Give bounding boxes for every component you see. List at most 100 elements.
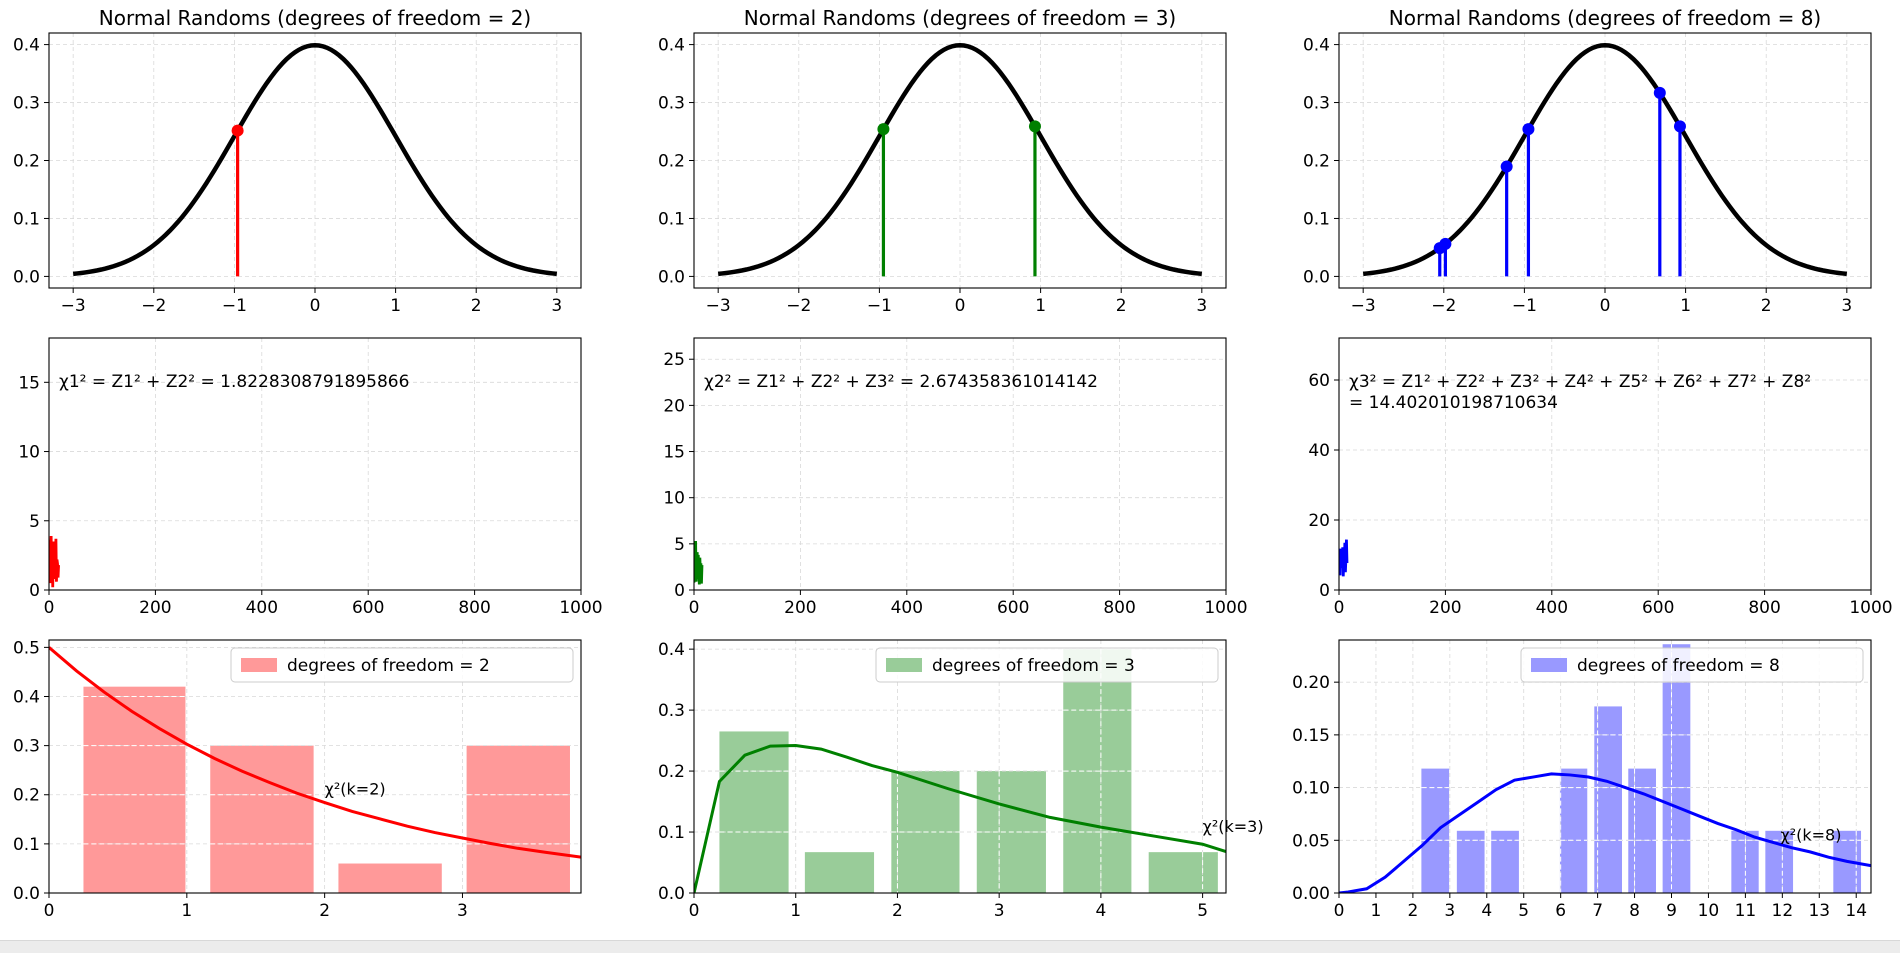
y-tick-label: 0 bbox=[29, 581, 40, 601]
x-tick-label: 3 bbox=[1841, 296, 1852, 316]
y-tick-label: 25 bbox=[663, 350, 685, 370]
x-tick-label: 600 bbox=[1642, 598, 1674, 618]
histogram-bar bbox=[210, 745, 314, 893]
x-tick-label: 3 bbox=[1196, 296, 1207, 316]
panel-chisq-3: 0 200 400 600 800 1000 0 5 10 15 20 25 χ2² = Z1² + Z… bbox=[663, 337, 1248, 618]
grid-overlay bbox=[83, 695, 570, 845]
x-tick-label: −1 bbox=[222, 296, 247, 316]
x-tick-label: 200 bbox=[139, 598, 171, 618]
y-tick-label: 0.3 bbox=[13, 94, 40, 114]
x-tick-label: 2 bbox=[471, 296, 482, 316]
stem-marker bbox=[1028, 120, 1041, 133]
histogram-bar bbox=[1594, 706, 1622, 893]
x-tick-label: 10 bbox=[1698, 901, 1720, 921]
x-tick-label: 2 bbox=[892, 901, 903, 921]
normal-pdf-curve bbox=[72, 42, 558, 277]
chisq-annotation: = 14.402010198710634 bbox=[1349, 393, 1558, 413]
x-tick-label: −3 bbox=[61, 296, 86, 316]
y-tick-label: 0 bbox=[1319, 581, 1330, 601]
stem-marker bbox=[1673, 120, 1686, 133]
x-tick-label: 1 bbox=[790, 901, 801, 921]
y-tick-label: 0.05 bbox=[1292, 831, 1330, 851]
x-tick-label: 11 bbox=[1735, 901, 1757, 921]
x-tick-label: −1 bbox=[867, 296, 892, 316]
panel-chisq-2: 0 200 400 600 800 1000 0 5 10 15 χ1² = Z1² + Z2² =… bbox=[18, 337, 603, 618]
x-tick-label: −1 bbox=[1512, 296, 1537, 316]
x-tick-label: 4 bbox=[1095, 901, 1106, 921]
x-tick-label: 1 bbox=[390, 296, 401, 316]
curve-label: χ²(k=2) bbox=[325, 780, 386, 799]
x-tick-label: 4 bbox=[1481, 901, 1492, 921]
curve-label: χ²(k=3) bbox=[1203, 817, 1264, 836]
y-tick-label: 0.4 bbox=[13, 36, 40, 56]
legend-box bbox=[875, 647, 1219, 683]
histogram-bar bbox=[83, 686, 186, 893]
pdf-curve bbox=[1339, 772, 1871, 893]
x-tick-label: −2 bbox=[141, 296, 166, 316]
y-tick-label: 0.2 bbox=[13, 152, 40, 172]
chisq-annotation: χ2² = Z1² + Z2² + Z3² = 2.67435836101414… bbox=[704, 372, 1098, 392]
y-tick-label: 0.5 bbox=[13, 638, 40, 658]
axes-frame bbox=[693, 32, 1227, 289]
legend-swatch bbox=[241, 658, 277, 672]
x-tick-label: 0 bbox=[689, 598, 700, 618]
x-tick-label: 200 bbox=[784, 598, 816, 618]
axes-frame bbox=[693, 639, 1227, 894]
panel-normal-3: −3 −2 −1 0 1 2 3 0.0 0.1 0.2 0.3 0.4 Normal Randoms … bbox=[658, 6, 1227, 316]
x-tick-label: 1000 bbox=[559, 598, 602, 618]
y-tick-label: 0.10 bbox=[1292, 779, 1330, 799]
stem-marker bbox=[1500, 160, 1513, 173]
y-tick-label: 0.15 bbox=[1292, 726, 1330, 746]
x-tick-label: 2 bbox=[1116, 296, 1127, 316]
x-tick-label: 400 bbox=[246, 598, 278, 618]
y-tick-label: 0.3 bbox=[13, 737, 40, 757]
y-tick-label: 0.1 bbox=[13, 209, 40, 229]
stem-marker bbox=[1653, 86, 1666, 99]
y-tick-label: 15 bbox=[663, 443, 685, 463]
histogram-bar bbox=[1456, 830, 1485, 893]
x-tick-label: 2 bbox=[1407, 901, 1418, 921]
y-tick-label: 0.3 bbox=[1303, 94, 1330, 114]
x-tick-label: 0 bbox=[955, 296, 966, 316]
y-tick-label: 0.0 bbox=[658, 267, 685, 287]
x-tick-label: 800 bbox=[458, 598, 490, 618]
x-tick-label: 800 bbox=[1103, 598, 1135, 618]
y-tick-label: 0.0 bbox=[1303, 267, 1330, 287]
x-tick-label: 400 bbox=[891, 598, 923, 618]
y-tick-label: 0.0 bbox=[13, 267, 40, 287]
y-tick-label: 0.1 bbox=[13, 835, 40, 855]
y-tick-label: 5 bbox=[674, 535, 685, 555]
axes-frame bbox=[1338, 639, 1872, 894]
bottom-toolbar-strip bbox=[0, 940, 1900, 953]
x-tick-label: 0 bbox=[310, 296, 321, 316]
histogram-bar bbox=[1148, 852, 1218, 893]
x-tick-label: 3 bbox=[994, 901, 1005, 921]
stem-marker bbox=[231, 124, 244, 137]
y-tick-label: 0.4 bbox=[13, 687, 40, 707]
y-tick-label: 20 bbox=[663, 396, 685, 416]
x-tick-label: 200 bbox=[1429, 598, 1461, 618]
x-tick-label: 2 bbox=[1761, 296, 1772, 316]
x-tick-label: 7 bbox=[1592, 901, 1603, 921]
x-tick-label: −3 bbox=[1351, 296, 1376, 316]
chisq-series-line bbox=[49, 535, 60, 588]
panel-normal-8: −3 −2 −1 0 1 2 3 0.0 0.1 0.2 0.3 0.4 Normal Randoms … bbox=[1303, 6, 1872, 316]
x-tick-label: 5 bbox=[1197, 901, 1208, 921]
chisq-annotation: χ1² = Z1² + Z2² = 1.8228308791895866 bbox=[59, 372, 409, 392]
x-tick-label: 1 bbox=[1371, 901, 1382, 921]
y-tick-label: 0.2 bbox=[1303, 152, 1330, 172]
histogram-bar bbox=[1491, 830, 1519, 893]
x-tick-label: 0 bbox=[44, 901, 55, 921]
x-tick-label: 600 bbox=[997, 598, 1029, 618]
x-tick-label: 0 bbox=[1600, 296, 1611, 316]
y-tick-label: 5 bbox=[29, 512, 40, 532]
x-tick-label: 13 bbox=[1808, 901, 1830, 921]
axes-frame bbox=[1338, 32, 1872, 289]
y-tick-label: 0.1 bbox=[1303, 209, 1330, 229]
panel-normal-2: −3 −2 −1 0 1 2 3 0.0 0.1 0.2 0.3 0.4 Normal Randoms … bbox=[13, 6, 582, 316]
panel-title: Normal Randoms (degrees of freedom = 2) bbox=[99, 6, 531, 30]
y-tick-label: 15 bbox=[18, 373, 40, 393]
x-tick-label: 9 bbox=[1666, 901, 1677, 921]
y-tick-label: 0.4 bbox=[658, 36, 685, 56]
